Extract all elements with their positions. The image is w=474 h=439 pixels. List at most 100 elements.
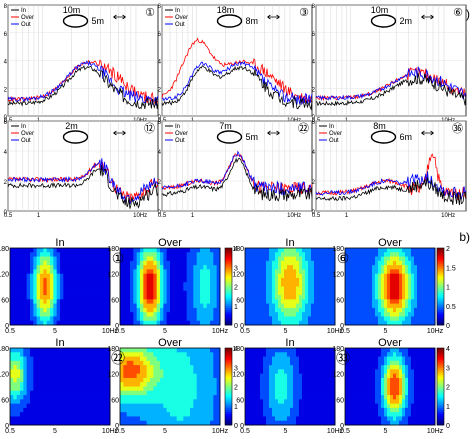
colorbar-segment	[225, 317, 232, 320]
contour-cell	[329, 273, 333, 279]
contour-cell	[166, 299, 171, 305]
contour-cell	[183, 348, 188, 353]
contour-cell	[100, 299, 104, 305]
contour-cell	[83, 299, 88, 305]
contour-cell	[293, 369, 297, 375]
contour-cell	[275, 265, 279, 270]
contour-cell	[423, 252, 427, 257]
contour-cell	[369, 277, 373, 283]
contour-cell	[23, 265, 28, 270]
contour-cell	[100, 269, 104, 275]
contour-cell	[420, 256, 424, 262]
contour-cell	[420, 352, 424, 357]
contour-cell	[348, 316, 352, 322]
contour-cell	[269, 412, 273, 417]
contour-cell	[213, 286, 218, 292]
contour-cell	[133, 390, 138, 396]
contour-cell	[56, 386, 61, 392]
contour-cell	[176, 299, 181, 305]
contour-cell	[251, 316, 255, 322]
contour-cell	[56, 377, 61, 383]
contour-cell	[196, 395, 201, 400]
contour-cell	[302, 403, 306, 409]
contour-cell	[170, 320, 174, 326]
contour-cell	[70, 352, 74, 357]
contour-cell	[396, 265, 400, 270]
contour-cell	[357, 248, 361, 253]
contour-cell	[150, 352, 154, 357]
contour-cell	[245, 252, 249, 257]
contour-cell	[63, 399, 68, 405]
contour-cell	[426, 252, 430, 257]
contour-cell	[408, 399, 412, 405]
contour-cell	[251, 369, 255, 375]
contour-cell	[405, 286, 409, 292]
contour-cell	[16, 412, 21, 417]
contour-cell	[140, 256, 144, 262]
contour-cell	[103, 260, 108, 266]
contour-cell	[93, 420, 98, 426]
contour-cell	[290, 369, 294, 375]
contour-cell	[323, 360, 327, 366]
contour-cell	[369, 299, 373, 305]
contour-cell	[146, 348, 151, 353]
contour-cell	[146, 360, 151, 366]
contour-cell	[375, 295, 379, 300]
contour-cell	[206, 277, 211, 283]
contour-cell	[293, 307, 297, 313]
contour-cell	[384, 286, 388, 292]
contour-cell	[46, 395, 51, 400]
contour-cell	[366, 256, 370, 262]
contour-cell	[399, 252, 403, 257]
contour-cell	[46, 382, 51, 387]
contour-cell	[299, 377, 303, 383]
contour-cell	[381, 373, 385, 379]
contour-cell	[305, 265, 309, 270]
contour-cell	[429, 320, 433, 326]
contour-cell	[80, 412, 84, 417]
contour-cell	[263, 260, 267, 266]
contour-cell	[363, 416, 367, 422]
colorbar-segment	[437, 388, 444, 391]
contour-cell	[290, 290, 294, 296]
contour-cell	[360, 282, 364, 287]
contour-cell	[50, 260, 54, 266]
contour-cell	[153, 386, 158, 392]
contour-cell	[287, 356, 291, 362]
contour-cell	[263, 307, 267, 313]
contour-cell	[375, 399, 379, 405]
y-tick-label: 0	[115, 423, 119, 430]
contour-cell	[176, 282, 181, 287]
contour-cell	[305, 386, 309, 392]
contour-cell	[326, 348, 330, 353]
contour-cell	[100, 416, 104, 422]
contour-cell	[317, 420, 321, 426]
contour-cell	[363, 286, 367, 292]
contour-cell	[66, 248, 71, 253]
contour-cell	[263, 360, 267, 366]
contour-cell	[120, 382, 124, 387]
colorbar-segment	[437, 288, 444, 291]
contour-cell	[186, 377, 191, 383]
contour-cell	[180, 286, 184, 292]
contour-cell	[393, 360, 397, 366]
contour-cell	[180, 265, 184, 270]
contour-cell	[133, 356, 138, 362]
contour-cell	[384, 390, 388, 396]
contour-cell	[354, 282, 358, 287]
contour-cell	[393, 265, 397, 270]
contour-cell	[311, 299, 315, 305]
contour-cell	[360, 299, 364, 305]
contour-cell	[93, 352, 98, 357]
contour-cell	[53, 369, 58, 375]
contour-cell	[146, 369, 151, 375]
contour-cell	[60, 348, 64, 353]
contour-cell	[213, 252, 218, 257]
contour-cell	[296, 420, 300, 426]
contour-cell	[36, 399, 41, 405]
contour-cell	[40, 420, 44, 426]
contour-cell	[40, 416, 44, 422]
contour-cell	[76, 420, 81, 426]
contour-cell	[320, 295, 324, 300]
contour-cell	[163, 307, 168, 313]
